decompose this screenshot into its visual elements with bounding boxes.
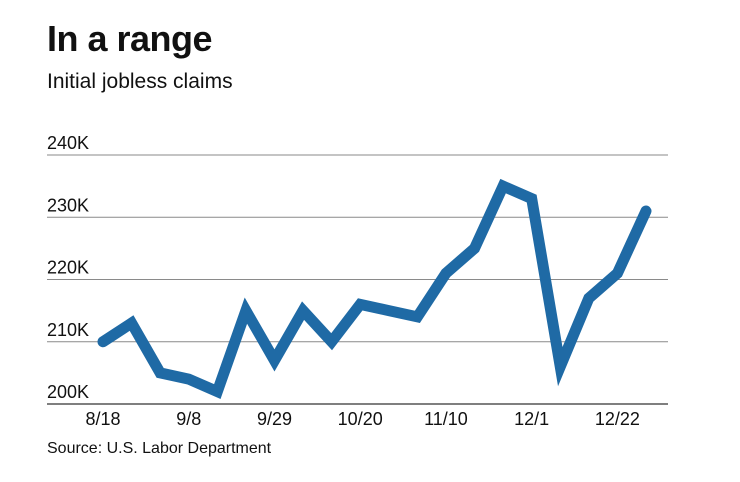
y-tick-label: 230K bbox=[47, 195, 89, 215]
y-tick-labels: 200K 210K 220K 230K 240K bbox=[47, 133, 89, 402]
y-tick-label: 200K bbox=[47, 382, 89, 402]
x-tick-label: 12/22 bbox=[595, 409, 640, 429]
source-note: Source: U.S. Labor Department bbox=[47, 440, 272, 457]
chart-title: In a range bbox=[47, 18, 213, 59]
x-tick-label: 9/8 bbox=[176, 409, 201, 429]
series-group bbox=[97, 178, 652, 399]
y-tick-label: 210K bbox=[47, 320, 89, 340]
x-tick-label: 11/10 bbox=[424, 409, 468, 429]
series-line bbox=[97, 178, 652, 399]
y-tick-label: 240K bbox=[47, 133, 89, 153]
chart-subtitle: Initial jobless claims bbox=[47, 70, 233, 93]
grid-lines bbox=[47, 154, 668, 405]
x-tick-label: 12/1 bbox=[514, 409, 549, 429]
x-tick-label: 9/29 bbox=[257, 409, 292, 429]
x-tick-label: 8/18 bbox=[85, 409, 120, 429]
x-tick-labels: 8/18 9/8 9/29 10/20 11/10 12/1 12/22 bbox=[85, 409, 639, 429]
y-tick-label: 220K bbox=[47, 258, 89, 278]
x-tick-label: 10/20 bbox=[338, 409, 383, 429]
